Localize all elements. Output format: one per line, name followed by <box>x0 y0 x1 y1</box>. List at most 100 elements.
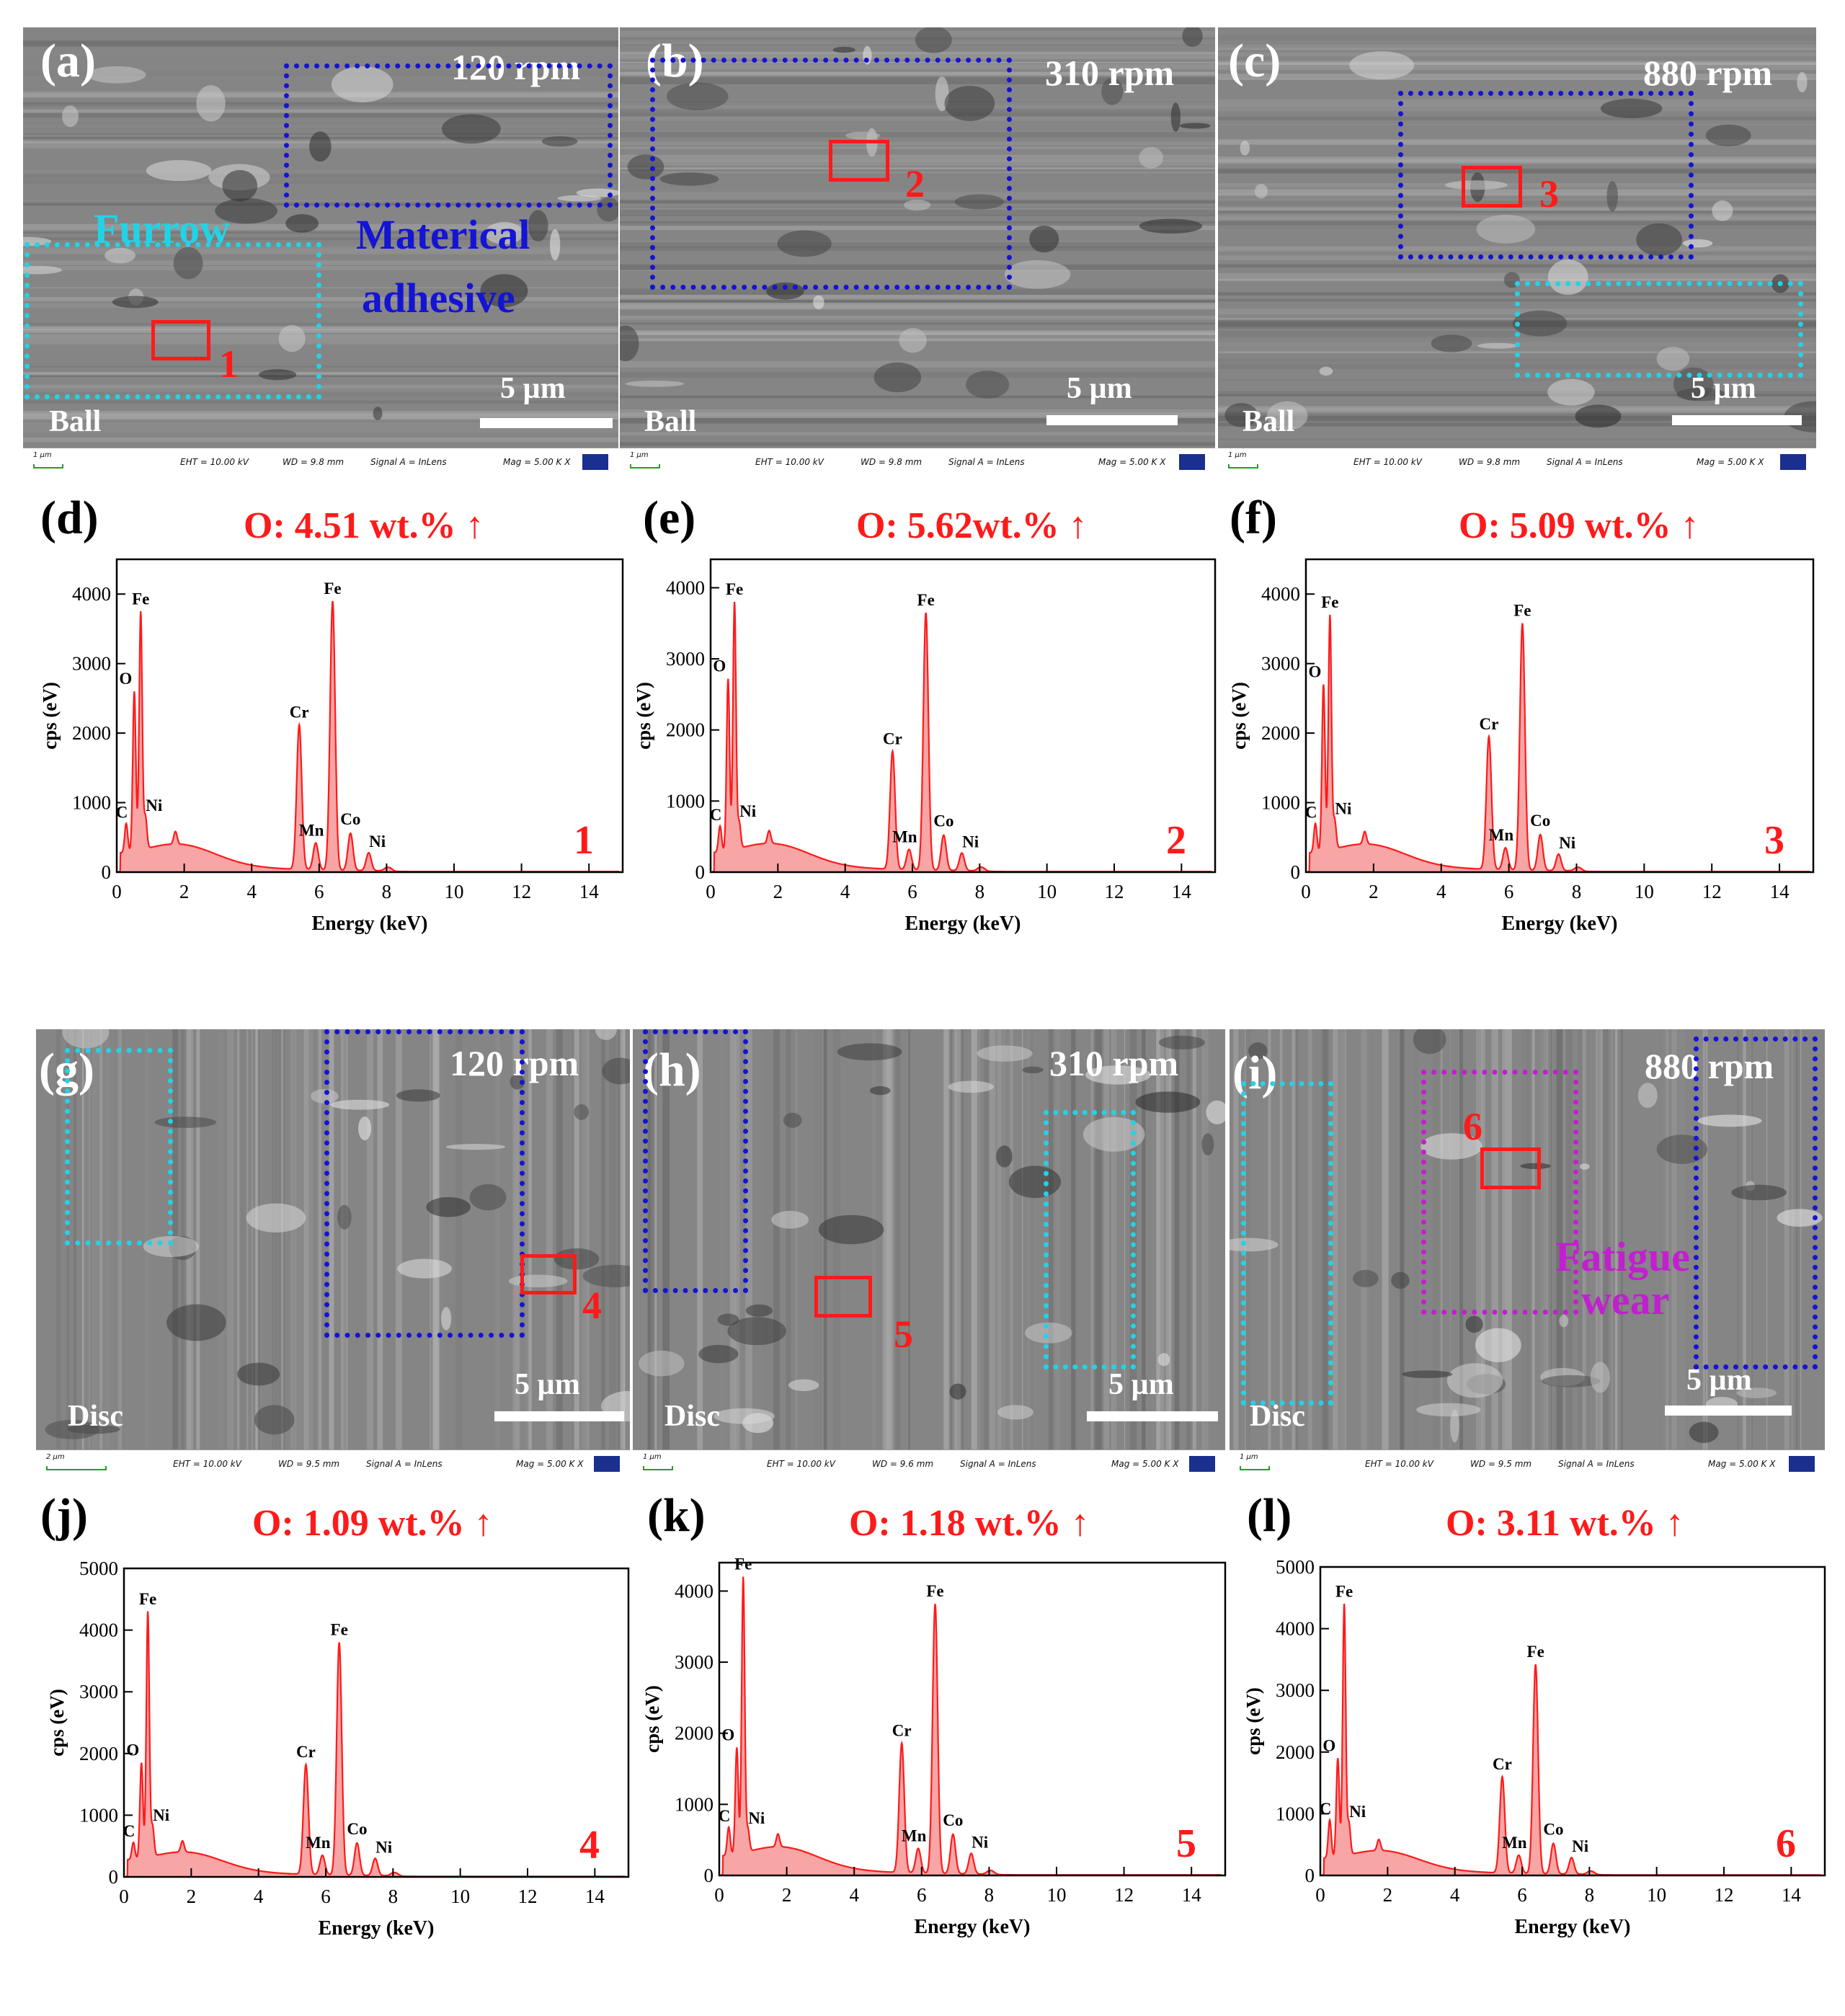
y-tick-label: 1000 <box>675 1793 713 1815</box>
adhesive-region-box <box>324 1029 525 1338</box>
sem-status-bar: 2 µm EHT = 10.00 kV WD = 9.5 mm Signal A… <box>36 1449 630 1478</box>
scale-bar <box>1672 415 1802 425</box>
x-tick-label: 12 <box>1715 1884 1734 1906</box>
oxygen-title: O: 5.62wt.% ↑ <box>856 505 1088 546</box>
scale-label: 5 µm <box>1686 1364 1752 1397</box>
x-axis-label: Energy (keV) <box>312 912 428 935</box>
peak-label: Fe <box>1527 1643 1544 1661</box>
peak-label: Mn <box>892 827 917 845</box>
scale-bar <box>1665 1406 1792 1416</box>
y-tick-label: 1000 <box>666 790 705 812</box>
oxygen-title: O: 3.11 wt.% ↑ <box>1446 1503 1684 1544</box>
y-tick-label: 2000 <box>72 722 111 744</box>
peak-label: Cr <box>892 1722 912 1740</box>
oxygen-title: O: 1.09 wt.% ↑ <box>252 1503 493 1544</box>
peak-label: Ni <box>369 832 386 851</box>
small-scale-label: 1 µm <box>1240 1453 1258 1461</box>
y-axis-label: cps (eV) <box>633 682 654 750</box>
y-axis-label: cps (eV) <box>1242 1687 1264 1755</box>
sem-panel-a: (a) 120 rpm Furrow Materical adhesive 1 … <box>23 27 618 476</box>
y-tick-label: 0 <box>102 861 112 883</box>
x-tick-label: 6 <box>917 1884 927 1906</box>
y-tick-label: 5000 <box>1276 1556 1315 1578</box>
sample-label: Disc <box>664 1400 720 1433</box>
sem-status-bar: 1 µm EHT = 10.00 kV WD = 9.8 mm Signal A… <box>620 448 1215 476</box>
sem-status-bar: 1 µm EHT = 10.00 kV WD = 9.8 mm Signal A… <box>23 448 618 476</box>
peak-label: Fe <box>139 1590 156 1608</box>
spectrum-line <box>712 601 1212 873</box>
eds-spot-number: 5 <box>894 1313 913 1356</box>
peak-label: Ni <box>1349 1803 1366 1821</box>
sample-label: Ball <box>644 405 697 438</box>
peak-label: Mn <box>306 1834 331 1852</box>
wd-readout: WD = 9.5 mm <box>1470 1459 1532 1469</box>
spectrum-area <box>1307 614 1810 872</box>
spectrum-line <box>1322 1603 1822 1876</box>
panel-label: (h) <box>643 1044 701 1096</box>
small-scale-bar <box>46 1466 107 1470</box>
peak-label: O <box>1308 663 1321 681</box>
y-tick-label: 4000 <box>72 583 111 605</box>
x-tick-label: 0 <box>119 1886 129 1907</box>
eht-readout: EHT = 10.00 kV <box>1353 457 1422 467</box>
sem-panel-i: (i) 880 rpm 6 Fatigue wear Disc 5 µm 1 µ… <box>1230 1029 1825 1478</box>
y-tick-label: 3000 <box>666 648 705 670</box>
adhesive-label-line2: adhesive <box>362 275 515 321</box>
zeiss-logo <box>594 1456 620 1472</box>
y-axis-label: cps (eV) <box>1228 682 1250 750</box>
sem-status-bar: 1 µm EHT = 10.00 kV WD = 9.8 mm Signal A… <box>1218 448 1816 476</box>
peak-label: Ni <box>153 1806 170 1824</box>
small-scale-bar <box>1240 1466 1270 1470</box>
scale-label: 5 µm <box>515 1368 580 1401</box>
x-tick-label: 10 <box>450 1886 470 1907</box>
peak-label: O <box>126 1741 139 1759</box>
x-tick-label: 8 <box>975 881 985 902</box>
fatigue-region-box <box>1421 1070 1578 1315</box>
x-tick-label: 14 <box>1770 881 1790 902</box>
sem-panel-c: (c) 880 rpm 3 Ball 5 µm 1 µm EHT = 10.00… <box>1218 27 1816 476</box>
spectrum-line <box>721 1576 1222 1876</box>
x-tick-label: 4 <box>840 881 850 902</box>
y-tick-label: 4000 <box>79 1620 118 1641</box>
x-tick-label: 2 <box>187 1886 197 1907</box>
signal-readout: Signal A = InLens <box>960 1459 1036 1469</box>
small-scale-label: 1 µm <box>1228 451 1247 459</box>
small-scale-label: 1 µm <box>33 451 52 459</box>
x-tick-label: 8 <box>1585 1884 1595 1906</box>
rpm-label: 880 rpm <box>1643 53 1773 93</box>
scale-bar <box>1087 1411 1218 1421</box>
y-tick-label: 2000 <box>1261 722 1300 744</box>
peak-label: C <box>116 803 128 821</box>
y-tick-label: 2000 <box>79 1743 118 1764</box>
spectrum-line <box>118 600 620 873</box>
peak-label: Cr <box>1479 715 1498 733</box>
small-scale-bar <box>630 464 660 469</box>
panel-label: (d) <box>40 492 99 544</box>
scale-label: 5 µm <box>1691 372 1756 405</box>
scale-label: 5 µm <box>1067 372 1132 405</box>
eds-spot-box <box>520 1254 577 1295</box>
x-tick-label: 12 <box>518 1886 538 1907</box>
sample-label: Ball <box>49 405 102 438</box>
spectrum-area <box>1322 1604 1822 1875</box>
zeiss-logo <box>1780 454 1806 470</box>
wd-readout: WD = 9.8 mm <box>283 457 344 467</box>
y-tick-label: 4000 <box>1261 583 1300 605</box>
x-tick-label: 4 <box>1450 1884 1460 1906</box>
plot-frame <box>1304 558 1815 874</box>
peak-label: Fe <box>132 590 149 608</box>
x-axis-label: Energy (keV) <box>905 912 1021 935</box>
x-tick-label: 0 <box>706 881 716 902</box>
mag-readout: Mag = 5.00 K X <box>1098 457 1166 467</box>
spectrum-area <box>712 601 1212 872</box>
sample-label: Disc <box>1250 1400 1305 1433</box>
x-axis-label: Energy (keV) <box>915 1916 1031 1938</box>
furrow-label: Furrow <box>94 205 231 252</box>
eht-readout: EHT = 10.00 kV <box>180 457 249 467</box>
signal-readout: Signal A = InLens <box>370 457 447 467</box>
peak-label: Co <box>933 812 953 830</box>
eht-readout: EHT = 10.00 kV <box>1365 1459 1433 1469</box>
zeiss-logo <box>1179 454 1205 470</box>
peak-label: Cr <box>296 1743 316 1761</box>
peak-label: Fe <box>926 1582 943 1600</box>
